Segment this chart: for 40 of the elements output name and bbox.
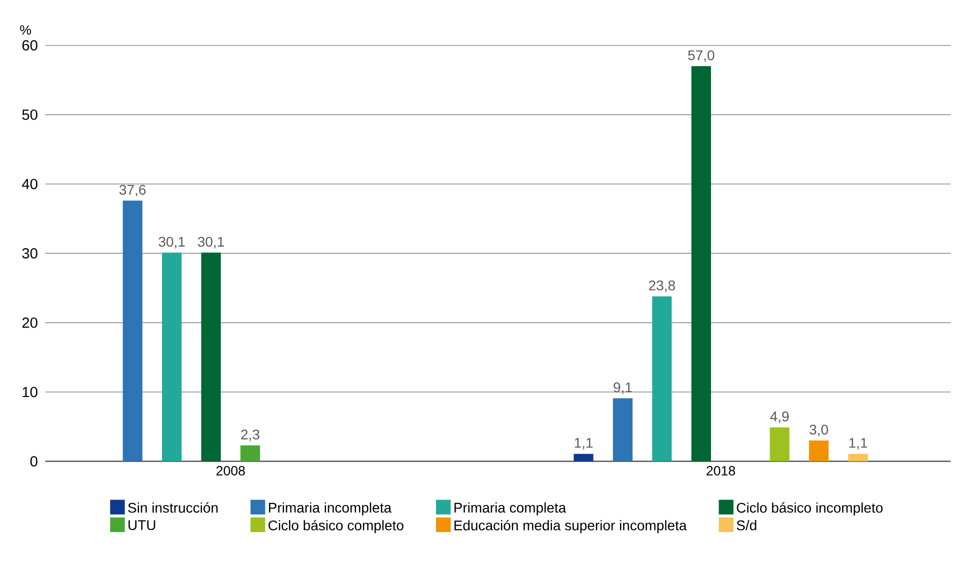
legend-label: Primaria completa	[454, 502, 566, 516]
y-tick-label: 10	[22, 386, 38, 398]
bar	[240, 445, 260, 462]
legend-label: Ciclo básico completo	[268, 520, 404, 534]
legend-label: UTU	[128, 520, 156, 530]
data-label: 30,1	[198, 236, 224, 248]
data-label: 3,0	[810, 424, 828, 436]
data-label: 4,9	[770, 412, 789, 424]
y-tick-label: 30	[22, 248, 38, 259]
bar	[652, 296, 672, 462]
data-label: 30,1	[158, 236, 185, 248]
y-tick-label: 50	[22, 109, 38, 120]
data-label: 1,1	[574, 438, 593, 450]
legend-label: Educación media superior incompleta	[454, 520, 687, 534]
legend-label: Primaria incompleta	[268, 502, 392, 516]
y-tick-label: 20	[22, 317, 38, 328]
x-tick-label: 2008	[216, 466, 245, 476]
bar	[162, 252, 182, 462]
data-label: 37,6	[119, 184, 146, 196]
bar	[848, 454, 868, 462]
x-tick-label: 2018	[706, 466, 736, 476]
bar	[770, 427, 790, 462]
bar	[574, 454, 594, 462]
y-tick-label: 0	[30, 456, 38, 467]
data-label: 57,0	[688, 50, 714, 62]
y-tick-label: 40	[22, 178, 38, 190]
bar	[809, 440, 829, 462]
bar	[612, 398, 633, 462]
legend-label: S/d	[736, 520, 756, 530]
y-axis-title: %	[20, 25, 32, 35]
data-label: 2,3	[241, 430, 260, 442]
legend-label: Ciclo básico incompleto	[736, 502, 883, 516]
y-tick-label: 60	[22, 40, 38, 51]
legend-label: Sin instrucción	[128, 502, 218, 513]
data-label: 9,1	[614, 382, 632, 394]
bar	[122, 200, 142, 462]
data-label: 1,1	[849, 438, 868, 450]
bar	[691, 66, 711, 462]
data-label: 23,8	[649, 280, 675, 292]
bar	[201, 252, 221, 462]
